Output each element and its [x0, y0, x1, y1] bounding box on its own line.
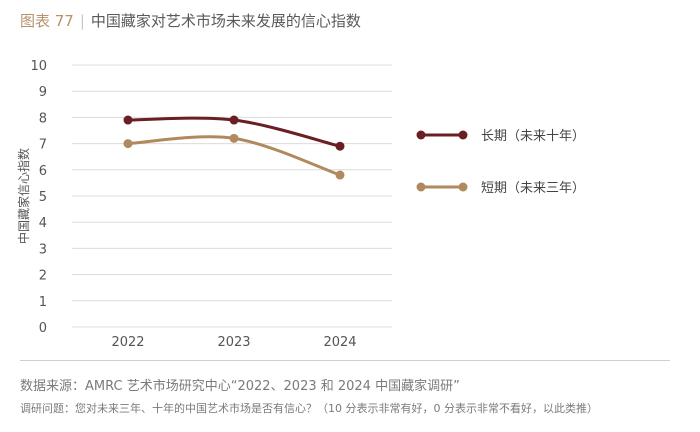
survey-question-note: 调研问题：您对未来三年、十年的中国艺术市场是否有信心？（10 分表示非常有好，0…	[20, 402, 598, 415]
y-tick-label-7: 7	[39, 138, 47, 153]
legend-swatch-dot-right-1	[458, 182, 468, 192]
data-source-note: 数据来源：AMRC 艺术市场研究中心“2022、2023 和 2024 中国藏家…	[20, 379, 460, 394]
y-tick-label-10: 10	[30, 59, 47, 74]
legend-swatch-dot-left-0	[416, 130, 426, 140]
legend-swatch-dot-right-0	[458, 130, 468, 140]
x-tick-label-2024: 2024	[323, 335, 356, 350]
y-tick-label-1: 1	[39, 295, 47, 310]
y-tick-label-6: 6	[39, 164, 47, 179]
footer-divider	[20, 360, 670, 361]
y-tick-label-8: 8	[39, 111, 47, 126]
y-tick-label-2: 2	[39, 269, 47, 284]
y-tick-label-9: 9	[39, 85, 47, 100]
legend-label-0: 长期（未来十年）	[481, 129, 585, 144]
data-point-s0-2022	[123, 115, 133, 125]
figure-header: 图表 77 | 中国藏家对艺术市场未来发展的信心指数	[20, 10, 361, 31]
data-point-s1-2024	[335, 170, 345, 180]
legend-label-1: 短期（未来三年）	[481, 181, 585, 196]
data-point-s1-2023	[229, 133, 239, 143]
data-point-s0-2023	[229, 115, 239, 125]
y-tick-label-4: 4	[39, 216, 47, 231]
data-point-s0-2024	[335, 141, 345, 151]
figure-number: 图表 77	[20, 12, 74, 30]
line-chart: 0 1 2 3 4 5 6 7 8 9 10 2022 2023 2024 中国藏家信心指数 长期（未来十年）…	[16, 59, 585, 350]
y-tick-label-0: 0	[39, 321, 47, 336]
y-axis-label: 中国藏家信心指数	[16, 148, 31, 244]
data-point-s1-2022	[123, 139, 133, 149]
y-tick-label-5: 5	[39, 190, 47, 205]
x-tick-label-2022: 2022	[111, 335, 144, 350]
header-separator: |	[79, 12, 85, 30]
chart-title: 中国藏家对艺术市场未来发展的信心指数	[90, 12, 361, 30]
x-tick-label-2023: 2023	[217, 335, 250, 350]
y-tick-label-3: 3	[39, 242, 47, 257]
legend-swatch-dot-left-1	[416, 182, 426, 192]
